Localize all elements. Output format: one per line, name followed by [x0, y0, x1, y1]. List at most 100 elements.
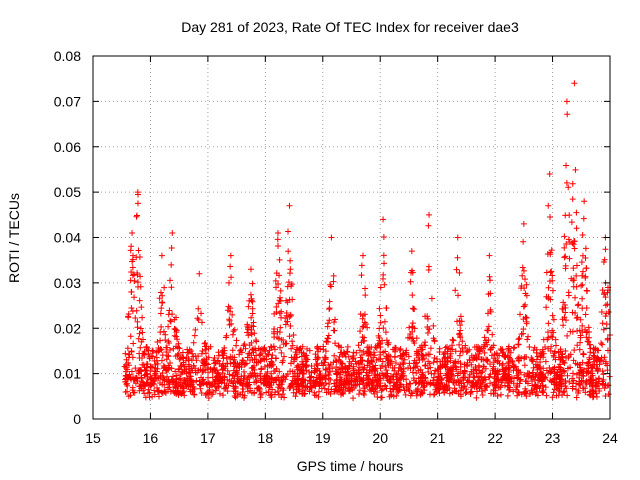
data-point: [331, 352, 338, 359]
data-point: [520, 238, 527, 245]
data-point: [214, 372, 221, 379]
data-point: [562, 377, 569, 384]
data-point: [569, 196, 576, 203]
data-point: [272, 376, 279, 383]
data-point: [358, 262, 365, 269]
data-point: [521, 276, 528, 283]
data-point: [227, 263, 234, 270]
data-point: [572, 309, 579, 316]
data-point: [186, 381, 193, 388]
data-point: [135, 247, 142, 254]
data-point: [360, 390, 367, 397]
data-point: [485, 327, 492, 334]
data-point: [308, 363, 315, 370]
data-point: [215, 349, 222, 356]
data-point: [566, 239, 573, 246]
data-point: [210, 365, 217, 372]
data-point: [333, 358, 340, 365]
data-point: [402, 391, 409, 398]
data-point: [323, 339, 330, 346]
data-point: [306, 368, 313, 375]
data-point: [543, 304, 550, 311]
data-point: [457, 360, 464, 367]
data-point: [458, 380, 465, 387]
data-point: [430, 374, 437, 381]
data-point: [205, 394, 212, 401]
data-point: [247, 357, 254, 364]
data-point: [248, 314, 255, 321]
data-point: [137, 344, 144, 351]
data-point: [304, 356, 311, 363]
data-point: [520, 303, 527, 310]
data-point: [292, 354, 299, 361]
data-point: [491, 375, 498, 382]
data-point: [571, 347, 578, 354]
data-point: [349, 352, 356, 359]
data-point: [129, 229, 136, 236]
data-point: [238, 380, 245, 387]
data-point: [396, 347, 403, 354]
data-point: [449, 342, 456, 349]
data-point: [326, 317, 333, 324]
data-point: [515, 389, 522, 396]
data-point: [262, 378, 269, 385]
data-point: [241, 394, 248, 401]
data-point: [248, 297, 255, 304]
data-point: [574, 361, 581, 368]
data-point: [450, 379, 457, 386]
data-point: [155, 387, 162, 394]
data-point: [278, 349, 285, 356]
data-point: [541, 376, 548, 383]
data-point: [382, 363, 389, 370]
data-point: [470, 370, 477, 377]
data-point: [166, 379, 173, 386]
data-point: [537, 365, 544, 372]
data-point: [572, 294, 579, 301]
data-point: [528, 374, 535, 381]
data-point: [566, 255, 573, 262]
data-point: [562, 304, 569, 311]
data-point: [540, 354, 547, 361]
data-point: [533, 349, 540, 356]
data-point: [549, 277, 556, 284]
data-point: [344, 343, 351, 350]
data-point: [482, 383, 489, 390]
data-point: [330, 327, 337, 334]
data-point: [600, 326, 607, 333]
data-point: [572, 166, 579, 173]
x-tick-label: 24: [602, 430, 618, 446]
data-point: [565, 354, 572, 361]
data-point: [430, 335, 437, 342]
data-point: [286, 313, 293, 320]
data-point: [173, 343, 180, 350]
data-point: [517, 311, 524, 318]
data-point: [299, 370, 306, 377]
data-point: [570, 283, 577, 290]
data-point: [409, 305, 416, 312]
data-point: [485, 291, 492, 298]
y-tick-label: 0.03: [54, 275, 81, 291]
data-point: [543, 392, 550, 399]
data-point: [574, 328, 581, 335]
data-point: [265, 351, 272, 358]
data-point: [602, 358, 609, 365]
data-point: [151, 381, 158, 388]
data-point: [290, 332, 297, 339]
data-point: [126, 351, 133, 358]
data-point: [148, 364, 155, 371]
data-point: [393, 370, 400, 377]
data-point: [294, 381, 301, 388]
data-point: [524, 336, 531, 343]
data-point: [525, 373, 532, 380]
data-point: [530, 364, 537, 371]
data-point: [447, 367, 454, 374]
data-point: [198, 350, 205, 357]
data-point: [506, 386, 513, 393]
data-point: [188, 347, 195, 354]
data-point: [136, 355, 143, 362]
data-point: [505, 343, 512, 350]
data-point: [585, 369, 592, 376]
data-point: [224, 307, 231, 314]
data-point: [261, 376, 268, 383]
data-point: [581, 198, 588, 205]
